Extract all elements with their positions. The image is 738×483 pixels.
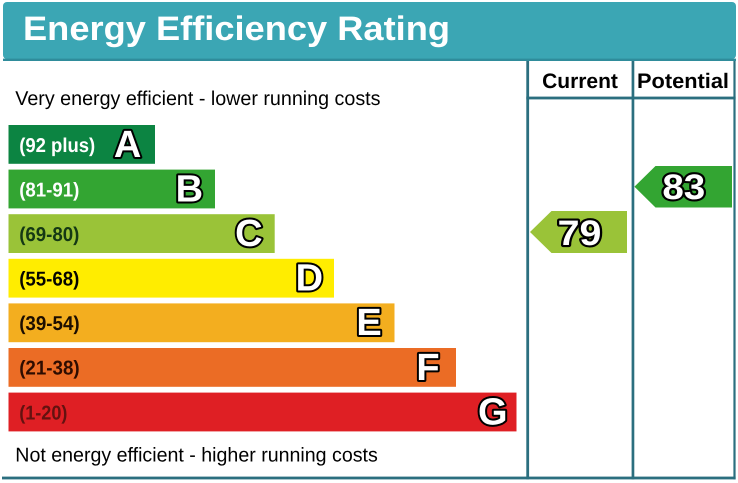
svg-text:Current: Current bbox=[542, 70, 618, 93]
svg-text:E: E bbox=[356, 302, 381, 344]
svg-text:83: 83 bbox=[662, 167, 705, 207]
svg-text:Not energy efficient - higher: Not energy efficient - higher running co… bbox=[15, 445, 378, 467]
svg-text:G: G bbox=[478, 391, 508, 433]
svg-text:Very energy efficient - lower: Very energy efficient - lower running co… bbox=[15, 88, 380, 110]
svg-text:79: 79 bbox=[558, 213, 602, 253]
svg-text:B: B bbox=[176, 168, 203, 210]
svg-text:C: C bbox=[235, 213, 262, 255]
svg-text:(39-54): (39-54) bbox=[19, 313, 79, 335]
svg-text:Energy Efficiency Rating: Energy Efficiency Rating bbox=[23, 10, 450, 48]
svg-text:(21-38): (21-38) bbox=[19, 358, 79, 380]
svg-text:(69-80): (69-80) bbox=[19, 224, 79, 246]
svg-text:A: A bbox=[114, 124, 141, 166]
svg-text:Potential: Potential bbox=[637, 70, 729, 93]
svg-text:(55-68): (55-68) bbox=[19, 269, 79, 291]
svg-text:(81-91): (81-91) bbox=[19, 179, 79, 201]
svg-text:D: D bbox=[296, 258, 323, 300]
svg-text:F: F bbox=[416, 347, 439, 389]
svg-text:(1-20): (1-20) bbox=[19, 402, 67, 424]
svg-text:(92 plus): (92 plus) bbox=[19, 135, 95, 157]
